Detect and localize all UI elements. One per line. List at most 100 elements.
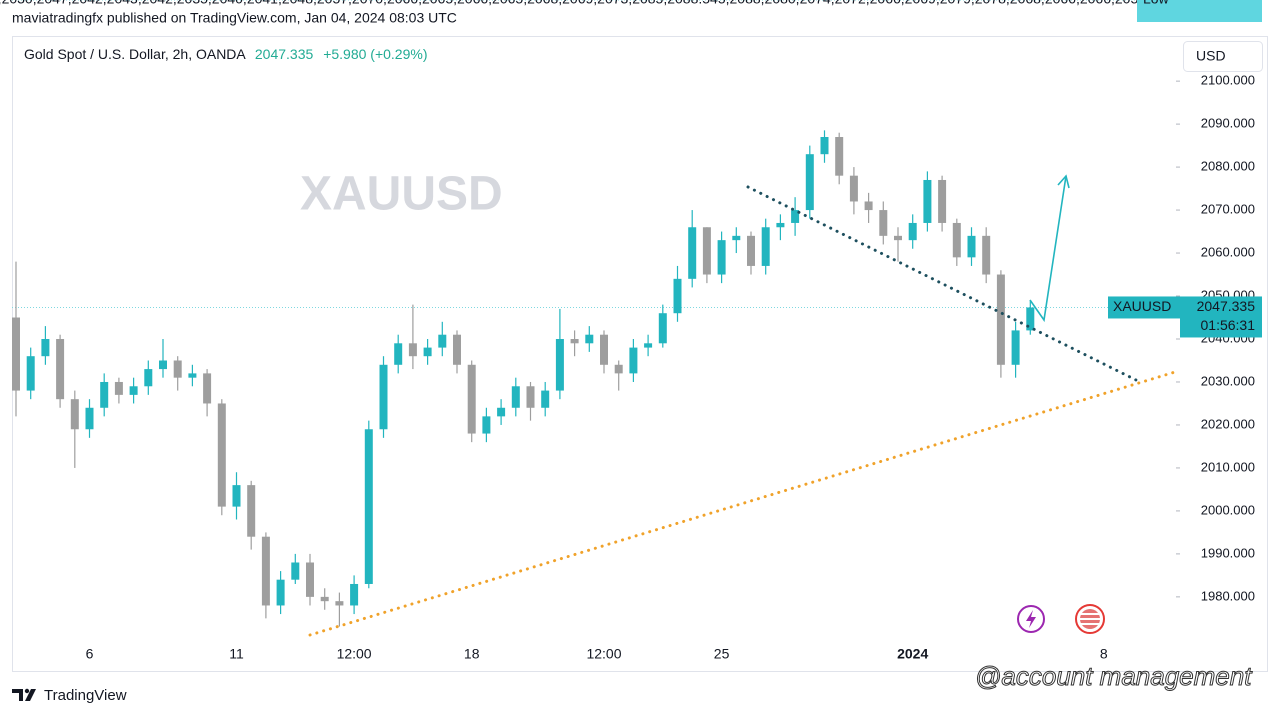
- candle-body: [408, 343, 417, 357]
- candle-body: [423, 347, 432, 357]
- y-tick-label: 2010.000: [1201, 459, 1255, 474]
- candle-body: [688, 227, 697, 279]
- candle-body: [629, 347, 638, 374]
- candle-body: [526, 386, 535, 408]
- currency-button[interactable]: [1183, 41, 1263, 72]
- candle-body: [306, 562, 314, 597]
- candle-body: [511, 386, 520, 408]
- candle-body: [982, 235, 991, 275]
- candle-body: [70, 399, 79, 430]
- candle-body: [497, 407, 506, 417]
- countdown: 01:56:31: [1201, 317, 1256, 333]
- symbol-watermark: XAUUSD: [300, 168, 503, 221]
- candle-body: [952, 222, 961, 258]
- candle-body: [203, 373, 212, 404]
- last-price: 2047.335: [255, 46, 314, 62]
- candle-body: [261, 536, 270, 606]
- plot-area: 1980.000 1990.000 2000.000 2010.000 2020.000…: [12, 0, 1262, 662]
- publisher: maviatradingfx published on TradingView.…: [12, 10, 457, 26]
- candle-body: [394, 343, 403, 365]
- x-tick-label: 8: [1100, 646, 1108, 662]
- projection-arrow: [1029, 175, 1067, 323]
- candle-body: [849, 175, 858, 202]
- candle-body: [585, 334, 594, 344]
- y-tick-label: 2020.000: [1201, 416, 1255, 431]
- candle-body: [129, 386, 138, 395]
- x-tick-label: 11: [229, 646, 244, 662]
- low-tag: [1137, 0, 1262, 22]
- currency-label[interactable]: USD: [1196, 48, 1226, 64]
- y-tick-label: 2100.000: [1201, 73, 1255, 88]
- candle-body: [173, 360, 182, 378]
- candle-body: [805, 154, 814, 211]
- y-tick-label: 1980.000: [1201, 588, 1255, 603]
- candle-body: [188, 373, 197, 378]
- lightning-glyph: [1026, 610, 1036, 628]
- arrow-head: [1057, 174, 1070, 189]
- y-tick-label: 1990.000: [1201, 545, 1255, 560]
- candle-body: [1026, 307, 1035, 331]
- symbol-tag: [1108, 296, 1180, 319]
- candle-body: [247, 485, 256, 537]
- candle-body: [467, 364, 476, 434]
- price-scale-overlay: High2058,2038,2043,2041,2028,2026,2032,2…: [0, 0, 1262, 338]
- price-tag: [1180, 296, 1262, 338]
- candle-body: [217, 403, 226, 507]
- candle-body: [967, 235, 976, 258]
- candle-body: [114, 381, 123, 395]
- price-tag-value: 2047.335: [1197, 298, 1256, 314]
- y-tick-label: 2070.000: [1201, 202, 1255, 217]
- candle-body: [335, 601, 344, 606]
- candle-body: [100, 381, 109, 408]
- x-tick-label: 6: [86, 646, 94, 662]
- candle-body: [26, 356, 35, 391]
- candle-body: [364, 429, 373, 584]
- candle-body: [144, 369, 153, 387]
- low-tag-name: Low: [1143, 0, 1170, 7]
- candle-body: [938, 179, 947, 223]
- x-tick-label: 12:00: [337, 646, 372, 662]
- candle-body: [41, 339, 50, 357]
- chart-title: Gold Spot / U.S. Dollar, 2h, OANDA 2047.…: [24, 46, 427, 62]
- y-tick-label: 2090.000: [1201, 116, 1255, 131]
- candle-body: [85, 407, 94, 430]
- candle-body: [894, 235, 902, 241]
- flag-stripes: [1080, 613, 1100, 625]
- candle-body: [600, 334, 608, 365]
- candle-body: [541, 390, 550, 408]
- candle-body: [673, 278, 682, 314]
- ascending-trendline: [308, 370, 1177, 637]
- high-tag-value: 2058,2038,2043,2041,2028,2026,2032,2031,…: [0, 0, 1255, 7]
- candle-body: [1011, 330, 1020, 365]
- candle-body: [570, 339, 579, 344]
- candle-body: [291, 562, 300, 580]
- candle-body: [350, 583, 359, 606]
- x-tick-label: 18: [464, 646, 480, 662]
- candle-body: [232, 485, 241, 507]
- candle-body: [379, 364, 388, 430]
- candle-body: [658, 313, 667, 344]
- y-tick-label: 2060.000: [1201, 244, 1255, 259]
- x-tick-label: 12:00: [586, 646, 621, 662]
- candle-body: [923, 179, 932, 223]
- price-change: +5.980 (+0.29%): [323, 46, 427, 62]
- candle-body: [717, 240, 726, 275]
- candle-body: [276, 579, 285, 606]
- candle-body: [820, 137, 829, 155]
- candle-body: [776, 222, 785, 228]
- y-tick-label: 2080.000: [1201, 159, 1255, 174]
- candle-body: [482, 416, 491, 434]
- candle-body: [864, 201, 873, 211]
- candle-body: [702, 227, 711, 275]
- candle-body: [996, 274, 1005, 365]
- tradingview-logo: [12, 689, 36, 701]
- candle-body: [614, 364, 623, 374]
- candle-body: [761, 227, 770, 266]
- candle-body: [159, 360, 167, 370]
- y-tick-label: 2030.000: [1201, 373, 1255, 388]
- candle-body: [835, 137, 844, 176]
- symbol-tag-text: XAUUSD: [1113, 298, 1171, 314]
- candle-body: [56, 339, 65, 400]
- candle-body: [879, 210, 888, 236]
